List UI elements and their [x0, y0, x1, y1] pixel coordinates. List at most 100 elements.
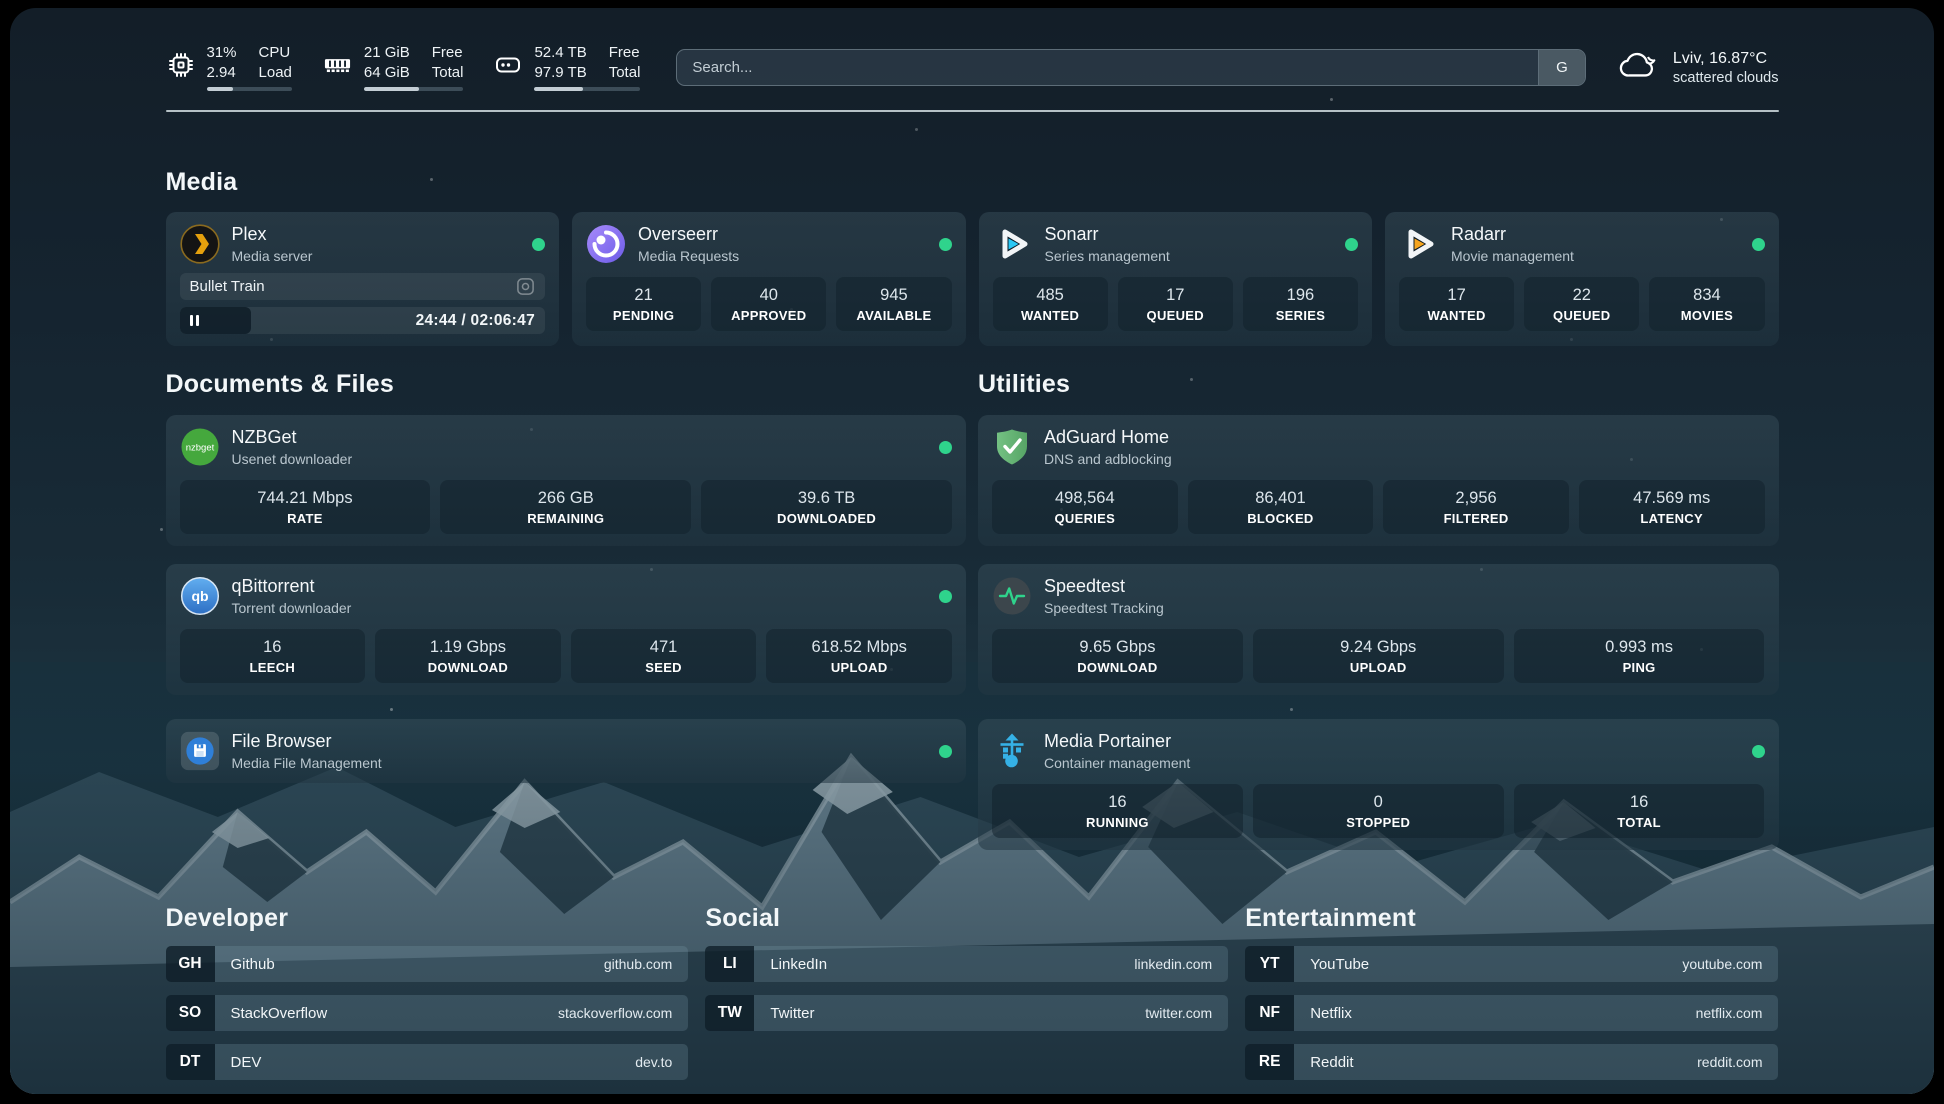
overseerr-name: Overseerr — [638, 224, 739, 245]
bookmark-abbr: GH — [166, 946, 215, 982]
bookmark-url: linkedin.com — [1134, 956, 1212, 972]
cpu-load-value: 2.94 — [207, 63, 237, 83]
memory-free-label: Free — [432, 43, 464, 63]
section-title-entertainment: Entertainment — [1245, 904, 1778, 933]
section-title-developer: Developer — [166, 904, 689, 933]
radarr-stat-wanted: 17WANTED — [1399, 277, 1514, 331]
sonarr-stat-wanted: 485WANTED — [993, 277, 1108, 331]
speedtest-stat-download: 9.65 GbpsDOWNLOAD — [992, 629, 1243, 683]
overseerr-stat-pending: 21PENDING — [586, 277, 701, 331]
speedtest-card[interactable]: Speedtest Speedtest Tracking 9.65 GbpsDO… — [978, 564, 1779, 695]
bookmark-url: github.com — [604, 956, 672, 972]
adguard-card[interactable]: AdGuard Home DNS and adblocking 498,564Q… — [978, 415, 1779, 546]
disk-total-label: Total — [609, 63, 641, 83]
adguard-stat-queries: 498,564QUERIES — [992, 480, 1178, 534]
filebrowser-status-dot — [939, 745, 952, 758]
adguard-desc: DNS and adblocking — [1044, 451, 1172, 467]
search-provider-button[interactable]: G — [1538, 50, 1585, 85]
search-input[interactable] — [677, 50, 1538, 85]
plex-now-playing-title: Bullet Train — [190, 278, 265, 295]
bookmark-stackoverflow[interactable]: SO StackOverflowstackoverflow.com — [166, 995, 689, 1031]
bookmark-github[interactable]: GH Githubgithub.com — [166, 946, 689, 982]
portainer-stat-total: 16TOTAL — [1514, 784, 1765, 838]
svg-text:qb: qb — [191, 588, 208, 604]
adguard-stat-latency: 47.569 msLATENCY — [1579, 480, 1765, 534]
sonarr-icon — [993, 224, 1033, 264]
sonarr-stat-series: 196SERIES — [1243, 277, 1358, 331]
sonarr-card[interactable]: Sonarr Series management 485WANTED 17QUE… — [979, 212, 1373, 346]
topbar-divider — [166, 110, 1779, 112]
overseerr-card[interactable]: Overseerr Media Requests 21PENDING 40APP… — [572, 212, 966, 346]
portainer-desc: Container management — [1044, 755, 1190, 771]
portainer-stat-running: 16RUNNING — [992, 784, 1243, 838]
dashboard-page: 31% 2.94 CPU Load — [10, 8, 1934, 1094]
disk-widget: 52.4 TB 97.9 TB Free Total — [493, 43, 640, 92]
memory-icon — [322, 50, 353, 84]
bookmark-abbr: SO — [166, 995, 215, 1031]
plex-desc: Media server — [232, 248, 313, 264]
qbittorrent-desc: Torrent downloader — [232, 600, 352, 616]
svg-text:nzbget: nzbget — [185, 443, 214, 454]
bookmark-netflix[interactable]: NF Netflixnetflix.com — [1245, 995, 1778, 1031]
plex-progress-track[interactable]: 24:44 / 02:06:47 — [180, 307, 546, 334]
bookmark-dev[interactable]: DT DEVdev.to — [166, 1044, 689, 1080]
radarr-status-dot — [1752, 238, 1765, 251]
nzbget-status-dot — [939, 441, 952, 454]
bookmark-linkedin[interactable]: LI LinkedInlinkedin.com — [705, 946, 1228, 982]
section-title-media: Media — [166, 168, 1779, 197]
radarr-card[interactable]: Radarr Movie management 17WANTED 22QUEUE… — [1385, 212, 1779, 346]
plex-name: Plex — [232, 224, 313, 245]
bookmark-url: youtube.com — [1682, 956, 1762, 972]
disk-free-value: 52.4 TB — [534, 43, 586, 63]
cpu-icon — [166, 50, 196, 85]
cpu-load-label: Load — [259, 63, 292, 83]
bookmark-abbr: DT — [166, 1044, 215, 1080]
qbittorrent-stat-download: 1.19 GbpsDOWNLOAD — [375, 629, 561, 683]
nzbget-stat-downloaded: 39.6 TBDOWNLOADED — [701, 480, 952, 534]
portainer-name: Media Portainer — [1044, 731, 1190, 752]
bookmark-reddit[interactable]: RE Redditreddit.com — [1245, 1044, 1778, 1080]
disk-progress-bar — [534, 87, 640, 91]
overseerr-status-dot — [939, 238, 952, 251]
bookmark-name: DEV — [231, 1054, 262, 1071]
nzbget-name: NZBGet — [232, 427, 353, 448]
nzbget-stat-rate: 744.21 MbpsRATE — [180, 480, 431, 534]
pause-icon — [190, 315, 193, 326]
memory-progress-bar — [364, 87, 464, 91]
portainer-card[interactable]: Media Portainer Container management 16R… — [978, 719, 1779, 850]
memory-total-value: 64 GiB — [364, 63, 410, 83]
section-title-social: Social — [705, 904, 1228, 933]
bookmark-youtube[interactable]: YT YouTubeyoutube.com — [1245, 946, 1778, 982]
weather-condition: scattered clouds — [1673, 70, 1779, 86]
qbittorrent-card[interactable]: qb qBittorrent Torrent downloader 16LEEC… — [166, 564, 967, 695]
filebrowser-card[interactable]: File Browser Media File Management — [166, 719, 967, 783]
radarr-stat-queued: 22QUEUED — [1524, 277, 1639, 331]
utilities-column: Utilities AdGuard Home DNS and adblockin… — [978, 370, 1779, 850]
overseerr-icon — [586, 224, 626, 264]
bookmark-abbr: YT — [1245, 946, 1294, 982]
adguard-stat-filtered: 2,956FILTERED — [1383, 480, 1569, 534]
portainer-stat-stopped: 0STOPPED — [1253, 784, 1504, 838]
qbittorrent-stat-leech: 16LEECH — [180, 629, 366, 683]
plex-status-dot — [532, 238, 545, 251]
speedtest-desc: Speedtest Tracking — [1044, 600, 1164, 616]
radarr-stat-movies: 834MOVIES — [1649, 277, 1764, 331]
bookmark-twitter[interactable]: TW Twittertwitter.com — [705, 995, 1228, 1031]
cpu-usage-value: 31% — [207, 43, 237, 63]
qbittorrent-status-dot — [939, 590, 952, 603]
plex-card[interactable]: Plex Media server Bullet Train — [166, 212, 560, 346]
nzbget-icon: nzbget — [180, 427, 220, 467]
disk-icon — [493, 50, 523, 85]
nzbget-card[interactable]: nzbget NZBGet Usenet downloader 744.21 M… — [166, 415, 967, 546]
bookmark-abbr: NF — [1245, 995, 1294, 1031]
bookmark-url: netflix.com — [1696, 1005, 1763, 1021]
cloud-icon — [1616, 46, 1660, 89]
social-group: Social LI LinkedInlinkedin.com TW Twitte… — [705, 904, 1228, 1080]
bookmark-abbr: LI — [705, 946, 754, 982]
section-title-documents: Documents & Files — [166, 370, 967, 399]
portainer-status-dot — [1752, 745, 1765, 758]
media-card-row: Plex Media server Bullet Train — [166, 212, 1779, 346]
qbittorrent-stat-upload: 618.52 MbpsUPLOAD — [766, 629, 952, 683]
sonarr-desc: Series management — [1045, 248, 1170, 264]
overseerr-stat-available: 945AVAILABLE — [836, 277, 951, 331]
